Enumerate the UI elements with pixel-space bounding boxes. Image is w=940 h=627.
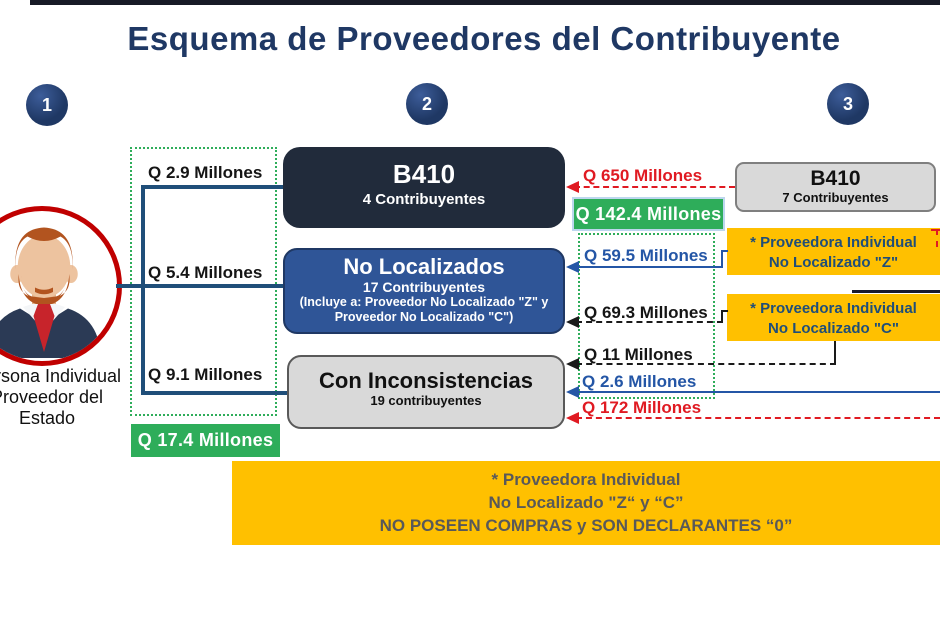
arrowhead-2-6 <box>566 386 579 398</box>
flow-elbow-59-5 <box>721 250 723 267</box>
banner-line: No Localizado "Z“ y “C” <box>488 493 684 512</box>
flow-elbow-stub-69-3 <box>721 310 728 312</box>
step-number: 2 <box>421 93 432 114</box>
caption-line: Proveedor del <box>0 387 104 408</box>
box-subtitle: 17 Contribuyentes <box>362 279 486 296</box>
taxpayer-caption: Persona Individual Proveedor del Estado <box>0 366 138 430</box>
banner-line: NO POSEEN COMPRAS y SON DECLARANTES “0” <box>379 516 793 535</box>
box-title: B410 <box>810 167 861 190</box>
box-title: B410 <box>392 159 456 189</box>
mid-amounts-group-outline <box>578 233 715 399</box>
connector-to-b410 <box>141 185 284 189</box>
flow-elbow-11 <box>834 341 836 364</box>
flow-label-59-5: Q 59.5 Millones <box>584 246 708 265</box>
box-no-localizados: No Localizados 17 Contribuyentes (Incluy… <box>283 248 565 334</box>
ybox-line: * Proveedora Individual <box>750 300 917 317</box>
connector-avatar <box>116 284 146 288</box>
arrowhead-11 <box>566 358 579 370</box>
bottom-note-banner: * Proveedora Individual No Localizado "Z… <box>232 461 940 545</box>
flow-line-172 <box>576 417 940 419</box>
connector-to-inconsistencias <box>141 391 288 395</box>
box-title: No Localizados <box>343 254 505 279</box>
step-badge-2: 2 <box>406 83 448 125</box>
arrowhead-59-5 <box>566 261 579 273</box>
arrowhead-69-3 <box>566 316 579 328</box>
total-badge-left: Q 17.4 Millones <box>131 424 280 457</box>
edge-stub-dark <box>852 290 940 293</box>
banner-line: * Proveedora Individual <box>491 470 681 489</box>
flow-line-650 <box>574 186 735 188</box>
edge-stub-red <box>936 229 938 247</box>
flow-line-59-5 <box>576 266 723 268</box>
box-proveedora-z: * Proveedora Individual No Localizado "Z… <box>727 228 940 275</box>
ybox-line: No Localizado "C" <box>768 320 899 338</box>
box-subtitle: 7 Contribuyentes <box>782 190 889 206</box>
box-b410-right: B410 7 Contribuyentes <box>735 162 936 212</box>
box-note: (Incluye a: Proveedor No Localizado "Z" … <box>299 295 549 310</box>
connector-trunk <box>141 185 145 395</box>
ybox-line: No Localizado "Z" <box>768 254 899 272</box>
flow-elbow-stub-59-5 <box>721 250 728 252</box>
flow-label-172: Q 172 Millones <box>582 398 702 417</box>
left-amounts-group-outline <box>130 147 277 416</box>
box-subtitle: 4 Contribuyentes <box>362 190 486 208</box>
flow-label-650: Q 650 Millones <box>583 166 703 185</box>
step-number: 1 <box>41 94 52 115</box>
flow-line-69-3 <box>576 321 723 323</box>
flow-label-2-6: Q 2.6 Millones <box>582 372 697 391</box>
step-badge-1: 1 <box>26 84 68 126</box>
caption-line: Estado <box>18 408 76 429</box>
step-badge-3: 3 <box>827 83 869 125</box>
top-border-bar <box>30 0 940 5</box>
flow-line-11 <box>576 363 836 365</box>
total-badge-mid: Q 142.4 Millones <box>572 197 725 231</box>
flow-elbow-69-3 <box>721 310 723 322</box>
caption-line: Persona Individual <box>0 366 122 386</box>
box-subtitle: 19 contribuyentes <box>370 393 482 409</box>
flow-line-2-6 <box>576 391 940 393</box>
box-title: Con Inconsistencias <box>319 368 533 393</box>
amount-label-3: Q 9.1 Millones <box>148 365 263 384</box>
amount-label-2: Q 5.4 Millones <box>148 263 263 282</box>
box-con-inconsistencias: Con Inconsistencias 19 contribuyentes <box>287 355 565 429</box>
flow-label-69-3: Q 69.3 Millones <box>584 303 708 322</box>
flow-label-11: Q 11 Millones <box>584 345 693 364</box>
taxpayer-avatar <box>0 206 122 366</box>
amount-label-1: Q 2.9 Millones <box>148 163 263 182</box>
arrowhead-650 <box>566 181 579 193</box>
connector-to-no-localizados <box>141 284 284 288</box>
ybox-line: * Proveedora Individual <box>750 234 917 251</box>
arrowhead-172 <box>566 412 579 424</box>
page-title: Esquema de Proveedores del Contribuyente <box>127 20 841 57</box>
box-b410-dark: B410 4 Contribuyentes <box>283 147 565 228</box>
step-number: 3 <box>842 93 853 114</box>
box-proveedora-c: * Proveedora Individual No Localizado "C… <box>727 294 940 341</box>
edge-stub-red-tick <box>931 229 940 231</box>
box-note: Proveedor No Localizado "C") <box>334 309 514 324</box>
